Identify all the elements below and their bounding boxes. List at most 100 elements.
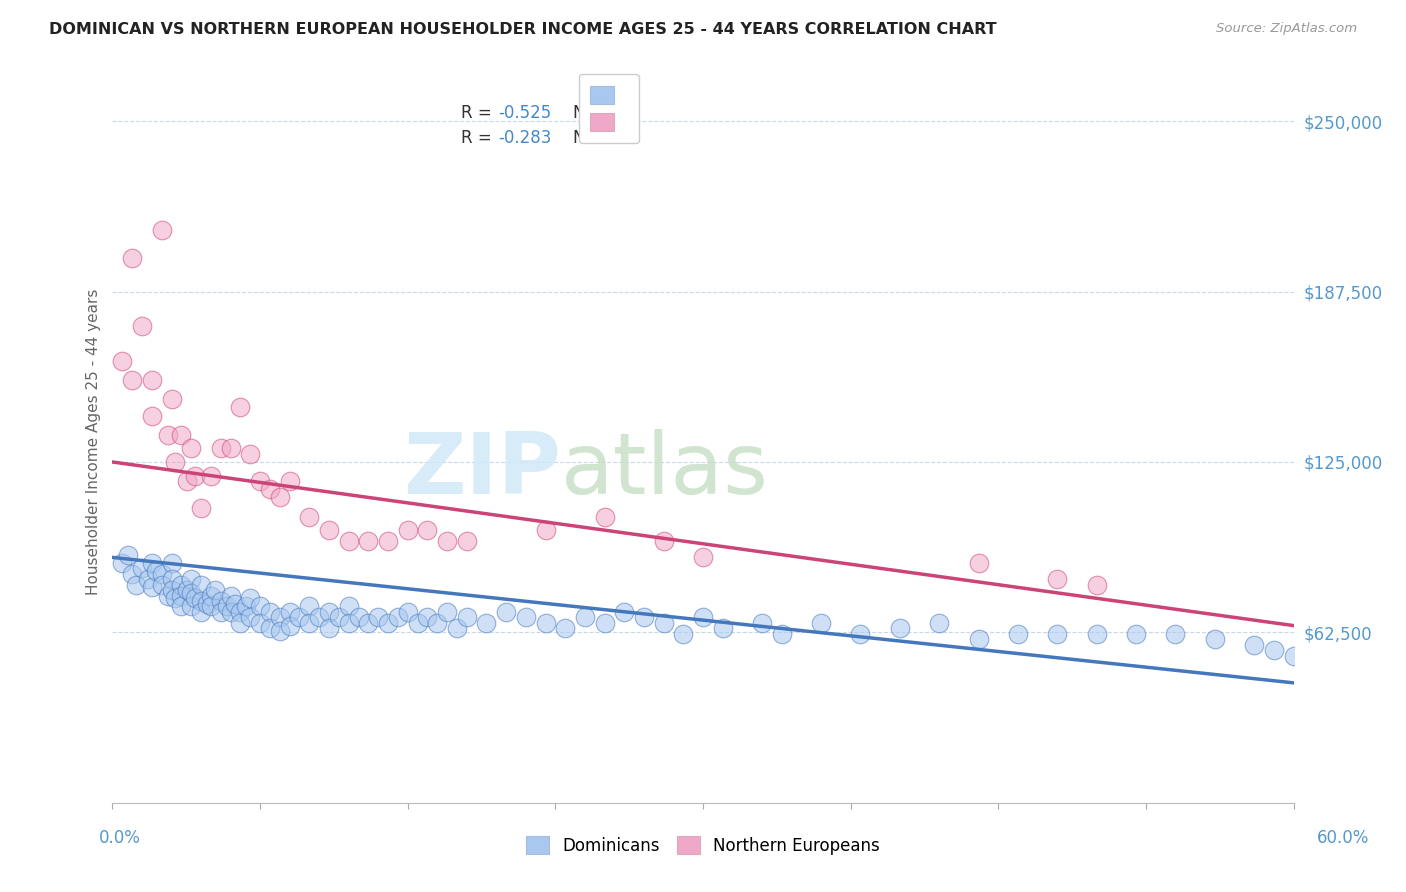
Point <box>160 392 183 407</box>
Point <box>1085 626 1108 640</box>
Text: 60.0%: 60.0% <box>1316 829 1369 847</box>
Text: DOMINICAN VS NORTHERN EUROPEAN HOUSEHOLDER INCOME AGES 25 - 44 YEARS CORRELATION: DOMINICAN VS NORTHERN EUROPEAN HOUSEHOLD… <box>49 22 997 37</box>
Point <box>180 442 202 456</box>
Point <box>377 615 399 630</box>
Point <box>121 566 143 581</box>
Point <box>318 605 340 619</box>
Point <box>239 591 262 606</box>
Point <box>1007 626 1029 640</box>
Point <box>190 594 212 608</box>
Point <box>396 605 419 619</box>
Point <box>446 621 468 635</box>
Point <box>495 605 517 619</box>
Point <box>288 610 311 624</box>
Point <box>150 577 173 591</box>
Point <box>1263 643 1285 657</box>
Point <box>810 615 832 630</box>
Point <box>337 599 360 614</box>
Point <box>515 610 537 624</box>
Point <box>176 583 198 598</box>
Point <box>259 482 281 496</box>
Point <box>308 610 330 624</box>
Point <box>249 599 271 614</box>
Point <box>337 615 360 630</box>
Point <box>141 556 163 570</box>
Point <box>259 605 281 619</box>
Point <box>180 572 202 586</box>
Point <box>396 523 419 537</box>
Point <box>176 474 198 488</box>
Point <box>692 610 714 624</box>
Point <box>180 586 202 600</box>
Point <box>652 534 675 549</box>
Point <box>328 610 350 624</box>
Text: -0.283: -0.283 <box>499 129 553 147</box>
Text: Source: ZipAtlas.com: Source: ZipAtlas.com <box>1216 22 1357 36</box>
Point <box>200 599 222 614</box>
Point <box>239 610 262 624</box>
Point <box>156 427 179 442</box>
Point <box>337 534 360 549</box>
Point <box>117 548 139 562</box>
Point <box>160 583 183 598</box>
Point <box>209 442 232 456</box>
Point <box>475 615 498 630</box>
Point <box>436 605 458 619</box>
Point <box>849 626 872 640</box>
Point <box>574 610 596 624</box>
Text: atlas: atlas <box>561 429 769 512</box>
Point <box>1204 632 1226 647</box>
Point <box>239 447 262 461</box>
Point <box>141 581 163 595</box>
Text: R =: R = <box>461 103 496 122</box>
Point <box>195 597 218 611</box>
Point <box>1125 626 1147 640</box>
Point <box>204 583 226 598</box>
Point <box>190 577 212 591</box>
Point <box>170 577 193 591</box>
Point <box>298 615 321 630</box>
Point <box>145 564 167 578</box>
Point <box>121 251 143 265</box>
Point <box>318 621 340 635</box>
Point <box>711 621 734 635</box>
Point <box>229 605 252 619</box>
Point <box>249 615 271 630</box>
Point <box>209 594 232 608</box>
Point <box>456 534 478 549</box>
Point <box>180 599 202 614</box>
Point <box>1282 648 1305 663</box>
Point <box>593 615 616 630</box>
Point <box>278 474 301 488</box>
Point <box>215 599 238 614</box>
Point <box>652 615 675 630</box>
Point <box>1243 638 1265 652</box>
Point <box>190 501 212 516</box>
Point <box>347 610 370 624</box>
Point <box>889 621 911 635</box>
Point <box>184 591 207 606</box>
Point <box>200 589 222 603</box>
Point <box>190 605 212 619</box>
Point <box>156 589 179 603</box>
Point <box>593 509 616 524</box>
Point <box>111 556 134 570</box>
Point <box>456 610 478 624</box>
Point <box>436 534 458 549</box>
Point <box>1046 572 1069 586</box>
Point <box>165 591 187 606</box>
Point <box>141 409 163 423</box>
Point <box>613 605 636 619</box>
Point <box>357 534 380 549</box>
Point <box>121 373 143 387</box>
Point <box>751 615 773 630</box>
Legend: , : , <box>578 74 638 143</box>
Point <box>1085 577 1108 591</box>
Text: 100: 100 <box>603 103 637 122</box>
Text: N =: N = <box>574 129 610 147</box>
Point <box>278 605 301 619</box>
Point <box>170 427 193 442</box>
Point <box>269 491 291 505</box>
Text: 38: 38 <box>603 129 631 147</box>
Point <box>554 621 576 635</box>
